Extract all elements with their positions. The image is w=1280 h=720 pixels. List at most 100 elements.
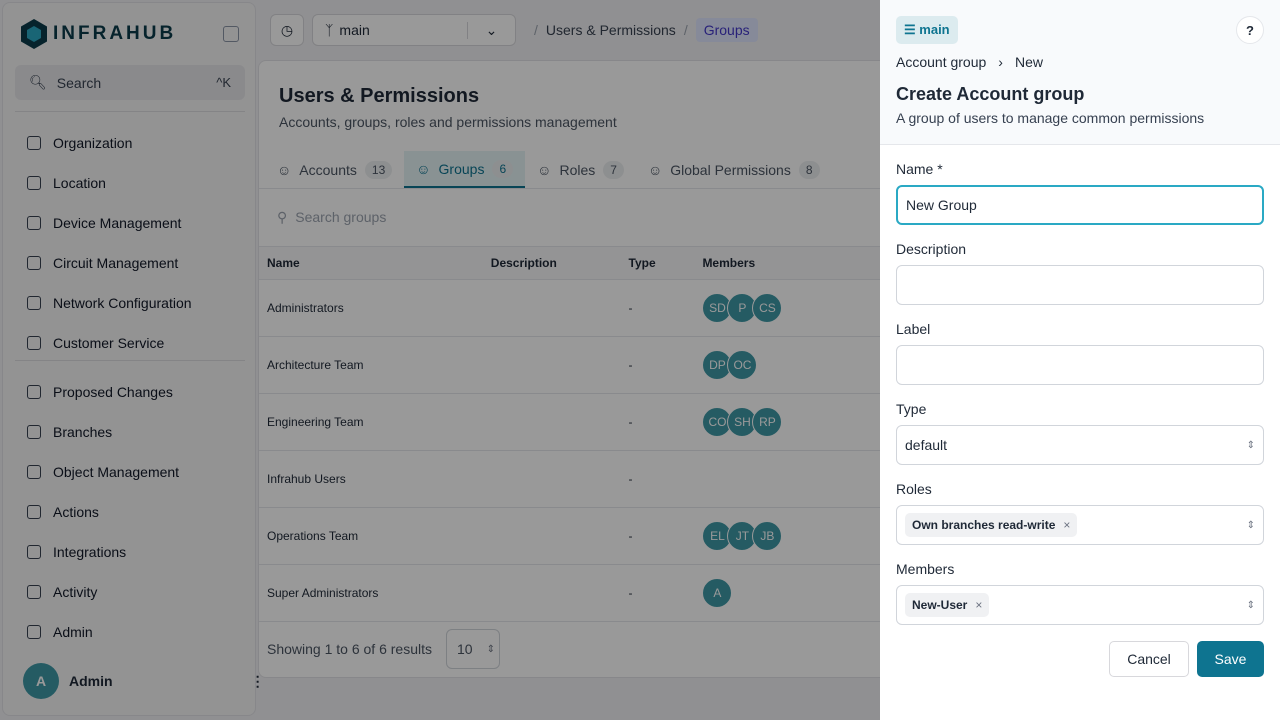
nav-label: Customer Service bbox=[53, 335, 165, 351]
nav-icon bbox=[27, 545, 41, 559]
tab-count: 8 bbox=[798, 160, 820, 179]
tab-groups[interactable]: ☺ Groups 6 bbox=[404, 151, 526, 188]
member-avatar[interactable]: SH bbox=[727, 407, 758, 437]
nav-item-organization[interactable]: Organization bbox=[15, 123, 245, 163]
page-subtitle: Accounts, groups, roles and permissions … bbox=[279, 114, 617, 130]
page-size-select[interactable]: 10 ⇕ bbox=[446, 629, 500, 669]
branch-selector[interactable]: ᛉ main ⌄ bbox=[312, 14, 516, 46]
member-avatar[interactable]: OC bbox=[727, 350, 758, 380]
type-label: Type bbox=[896, 401, 927, 417]
infrahub-logo[interactable]: INFRAHUB bbox=[21, 19, 176, 49]
nav-item-customer-service[interactable]: Customer Service bbox=[15, 323, 245, 351]
time-travel-button[interactable]: ◷ bbox=[270, 14, 304, 46]
group-members: CO SH RP bbox=[694, 393, 897, 451]
nav-label: Integrations bbox=[53, 544, 127, 560]
column-header-type[interactable]: Type bbox=[620, 246, 695, 280]
nav-icon bbox=[27, 136, 41, 150]
layers-icon: ☰ bbox=[904, 22, 920, 37]
table-row[interactable]: Operations Team - EL JT JB bbox=[259, 507, 897, 565]
help-button[interactable]: ? bbox=[1236, 16, 1264, 44]
remove-icon[interactable]: × bbox=[975, 598, 983, 612]
nav-item-branches[interactable]: Branches bbox=[15, 412, 245, 452]
type-select[interactable]: default ⇕ bbox=[896, 425, 1264, 465]
group-description bbox=[482, 450, 621, 508]
nav-item-network-configuration[interactable]: Network Configuration bbox=[15, 283, 245, 323]
table-row[interactable]: Engineering Team - CO SH RP bbox=[259, 393, 897, 451]
updown-icon: ⇕ bbox=[1246, 599, 1255, 611]
tab-count: 7 bbox=[603, 160, 624, 179]
nav-item-activity[interactable]: Activity bbox=[15, 572, 245, 612]
group-name: Engineering Team bbox=[259, 393, 483, 451]
table-row[interactable]: Architecture Team - DP OC bbox=[259, 336, 897, 394]
tab-icon: ☺ bbox=[537, 161, 552, 178]
nav-menu: Organization Location Device Management Cir… bbox=[15, 123, 245, 351]
cancel-button[interactable]: Cancel bbox=[1109, 641, 1189, 677]
member-avatar[interactable]: JB bbox=[752, 521, 783, 551]
name-label: Name * bbox=[896, 161, 943, 177]
sidebar: INFRAHUB 🔍︎ Search ^K Organization Location… bbox=[2, 2, 265, 716]
description-input[interactable] bbox=[896, 265, 1264, 305]
tab-accounts[interactable]: ☺ Accounts 13 bbox=[265, 151, 404, 188]
nav-item-device-management[interactable]: Device Management bbox=[15, 203, 245, 243]
tab-count: 6 bbox=[492, 159, 514, 178]
branch-icon: ᛉ bbox=[325, 22, 334, 38]
breadcrumb-users-permissions[interactable]: Users & Permissions bbox=[545, 22, 676, 38]
tab-count: 13 bbox=[364, 160, 393, 179]
column-header-members[interactable]: Members bbox=[694, 246, 897, 280]
nav-label: Network Configuration bbox=[53, 295, 192, 311]
member-avatars: SD P CS bbox=[702, 293, 897, 323]
nav-icon bbox=[27, 425, 41, 439]
tab-roles[interactable]: ☺ Roles 7 bbox=[525, 151, 636, 188]
label-input[interactable] bbox=[896, 345, 1264, 385]
members-label: Members bbox=[896, 561, 955, 577]
remove-icon[interactable]: × bbox=[1063, 518, 1071, 532]
tab-global-permissions[interactable]: ☺ Global Permissions 8 bbox=[636, 151, 832, 188]
roles-select[interactable]: Own branches read-write × ⇕ bbox=[896, 505, 1264, 545]
nav-item-circuit-management[interactable]: Circuit Management bbox=[15, 243, 245, 283]
members-select[interactable]: New-User × ⇕ bbox=[896, 585, 1264, 625]
member-avatar[interactable]: A bbox=[702, 578, 733, 608]
updown-icon: ⇕ bbox=[486, 643, 495, 655]
nav-label: Location bbox=[53, 175, 106, 191]
nav-item-proposed-changes[interactable]: Proposed Changes bbox=[15, 372, 245, 412]
name-input[interactable]: New Group bbox=[896, 185, 1264, 225]
search-groups-input[interactable]: ⚲ Search groups bbox=[277, 209, 387, 225]
modal-overlay[interactable] bbox=[0, 0, 880, 720]
tab-icon: ☺ bbox=[277, 161, 292, 178]
table-row[interactable]: Infrahub Users - bbox=[259, 450, 897, 508]
member-avatar[interactable]: RP bbox=[752, 407, 783, 437]
group-type: - bbox=[620, 507, 695, 565]
topbar: ◷ ᛉ main ⌄ / Users & Permissions / Groups bbox=[270, 14, 758, 46]
group-name: Operations Team bbox=[259, 507, 483, 565]
nav-label: Object Management bbox=[53, 464, 180, 480]
branch-badge: ☰ main bbox=[896, 16, 958, 44]
nav-icon bbox=[27, 256, 41, 270]
nav-item-object-management[interactable]: Object Management bbox=[15, 452, 245, 492]
groups-card: Users & Permissions Accounts, groups, ro… bbox=[258, 60, 898, 678]
nav-item-actions[interactable]: Actions bbox=[15, 492, 245, 532]
divider bbox=[15, 111, 245, 112]
member-avatar[interactable]: CS bbox=[752, 293, 783, 323]
search-button[interactable]: 🔍︎ Search ^K bbox=[15, 65, 245, 100]
breadcrumb-groups[interactable]: Groups bbox=[695, 18, 758, 42]
nav-item-integrations[interactable]: Integrations bbox=[15, 532, 245, 572]
nav-item-admin[interactable]: Admin bbox=[15, 612, 245, 652]
column-header-description[interactable]: Description bbox=[482, 246, 621, 280]
nav-label: Branches bbox=[53, 424, 113, 440]
user-menu[interactable]: A Admin ⋮ bbox=[23, 663, 265, 699]
group-type: - bbox=[620, 279, 695, 337]
collapse-sidebar-icon[interactable] bbox=[223, 26, 239, 42]
group-description bbox=[482, 336, 621, 394]
save-button[interactable]: Save bbox=[1197, 641, 1264, 677]
group-members: SD P CS bbox=[694, 279, 897, 337]
updown-icon: ⇕ bbox=[1246, 439, 1255, 451]
tab-label: Global Permissions bbox=[670, 161, 791, 178]
nav-item-location[interactable]: Location bbox=[15, 163, 245, 203]
member-tag: New-User × bbox=[905, 593, 990, 617]
avatar: A bbox=[23, 663, 59, 699]
column-header-name[interactable]: Name bbox=[259, 246, 483, 280]
nav-label: Circuit Management bbox=[53, 255, 179, 271]
table-row[interactable]: Administrators - SD P CS bbox=[259, 279, 897, 337]
nav-icon bbox=[27, 216, 41, 230]
table-row[interactable]: Super Administrators - A bbox=[259, 564, 897, 622]
